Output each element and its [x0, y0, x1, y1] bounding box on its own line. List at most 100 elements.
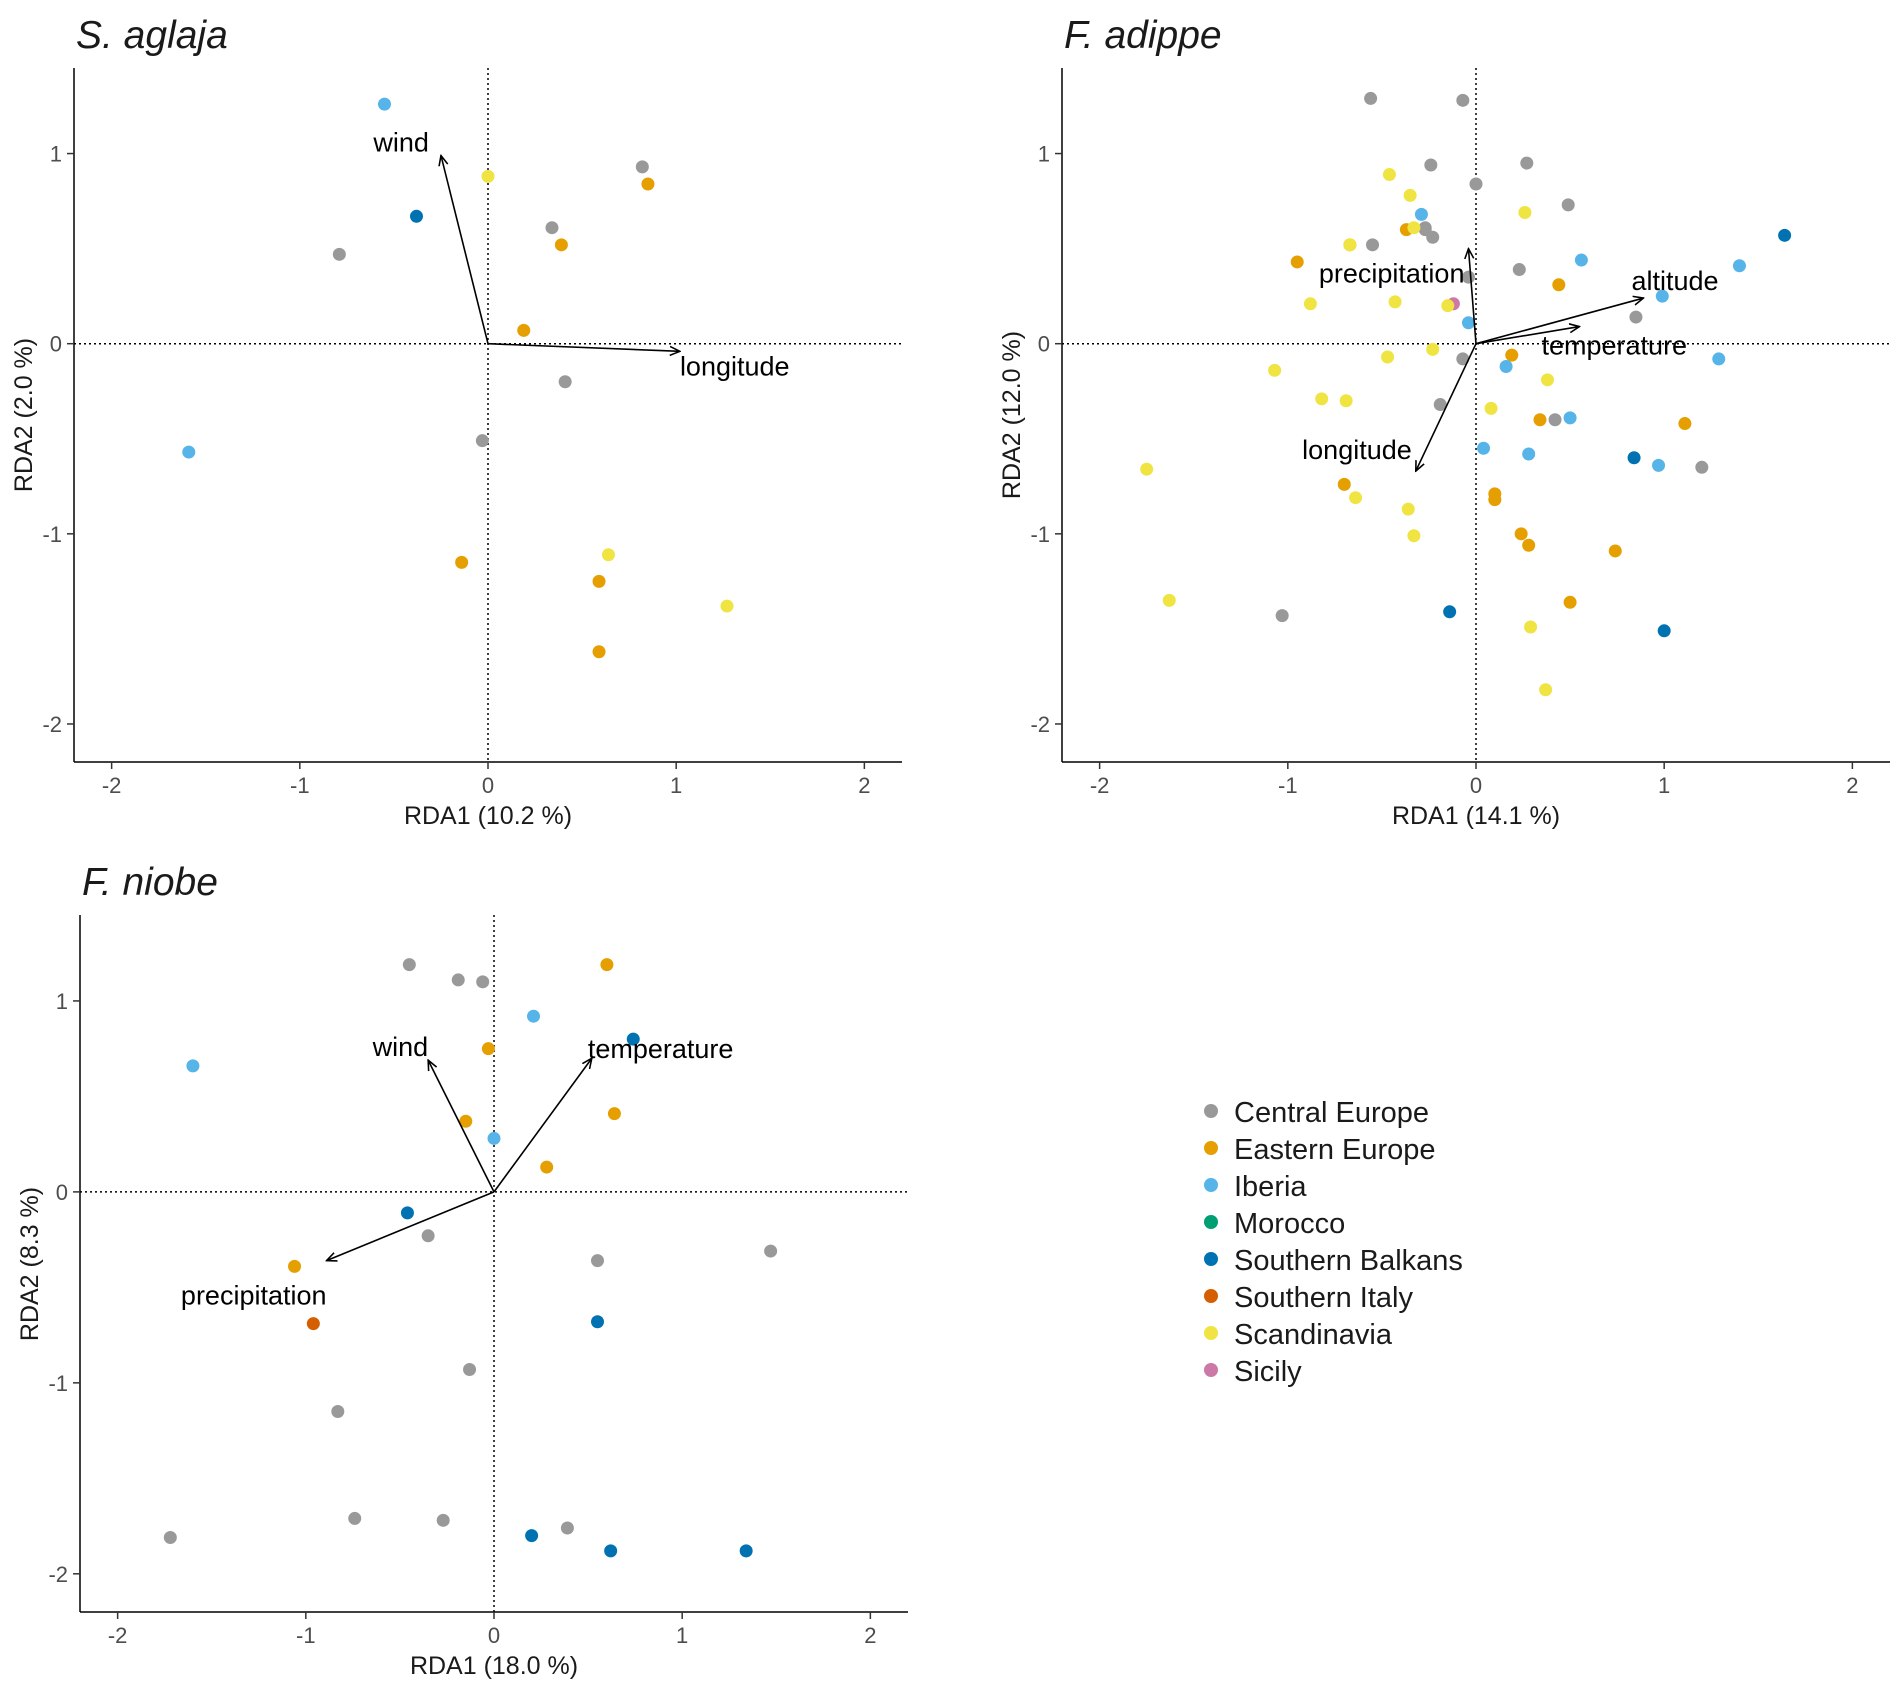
y-tick-label: -2	[48, 1562, 68, 1587]
data-point-southern-balkans	[1778, 228, 1792, 242]
data-point-central-europe	[545, 221, 559, 235]
vector-arrow-wind	[428, 1060, 495, 1193]
data-point-central-europe	[451, 973, 465, 987]
data-point-scandinavia	[1484, 401, 1498, 415]
data-point-central-europe	[163, 1531, 177, 1545]
y-tick-label: 0	[56, 1180, 68, 1205]
data-point-iberia	[527, 1009, 541, 1023]
data-point-eastern-europe	[1533, 413, 1547, 427]
data-point-scandinavia	[1407, 529, 1421, 543]
data-point-southern-balkans	[1657, 624, 1671, 638]
data-point-central-europe	[421, 1229, 435, 1243]
data-point-central-europe	[1629, 310, 1643, 324]
legend-key	[1204, 1326, 1218, 1340]
data-point-scandinavia	[1339, 394, 1353, 408]
data-point-scandinavia	[1303, 297, 1317, 311]
data-point-scandinavia	[1441, 299, 1455, 313]
data-point-scandinavia	[1343, 238, 1357, 252]
zero-lines	[1062, 68, 1890, 762]
legend-label: Southern Italy	[1234, 1282, 1413, 1314]
data-point-southern-balkans	[591, 1315, 604, 1329]
data-point-central-europe	[476, 975, 490, 989]
vector-label-temperature: temperature	[1542, 331, 1688, 361]
data-point-southern-balkans	[626, 1032, 640, 1046]
data-point-iberia	[487, 1131, 501, 1145]
data-point-eastern-europe	[1337, 477, 1351, 491]
data-point-eastern-europe	[288, 1259, 302, 1273]
data-point-iberia	[1563, 411, 1577, 425]
panel-f-niobe: F. niobe -2 -1 0 1 2 -2 -1 0 1 wind temperature pr…	[16, 861, 908, 1680]
x-tick-label: -2	[102, 773, 122, 798]
zero-lines	[74, 68, 902, 762]
data-point-central-europe	[558, 375, 572, 389]
data-point-scandinavia	[1401, 502, 1415, 516]
x-tick-label: 2	[864, 1623, 876, 1648]
x-tick-label: 0	[1470, 773, 1482, 798]
vector-label-altitude: altitude	[1631, 266, 1718, 296]
panel-title: S. aglaja	[76, 14, 228, 57]
vector-arrow-temperature	[1475, 327, 1580, 345]
y-tick-label: -1	[42, 522, 62, 547]
vector-arrow-precipitation	[1468, 249, 1477, 344]
vector-arrow-precipitation	[327, 1191, 495, 1261]
data-point-eastern-europe	[1514, 527, 1528, 541]
data-points	[1140, 91, 1792, 697]
legend-key	[1204, 1141, 1218, 1155]
data-point-eastern-europe	[600, 958, 614, 972]
data-point-iberia	[1712, 352, 1726, 366]
x-tick-label: 0	[482, 773, 494, 798]
data-point-eastern-europe	[481, 1042, 495, 1056]
data-point-iberia	[1477, 441, 1491, 455]
biplot-vectors: precipitation altitude temperature longitud…	[1302, 249, 1719, 471]
data-points	[163, 958, 778, 1558]
data-point-iberia	[1461, 316, 1475, 330]
data-point-iberia	[378, 97, 391, 111]
data-point-scandinavia	[1518, 206, 1532, 220]
axis-ticks: -2 -1 0 1 2 -2 -1 0 1	[48, 989, 876, 1648]
data-point-scandinavia	[1268, 363, 1282, 377]
data-point-southern-balkans	[400, 1206, 414, 1220]
x-tick-label: 1	[676, 1623, 688, 1648]
legend-label: Southern Balkans	[1234, 1245, 1463, 1277]
data-point-southern-balkans	[409, 209, 423, 223]
data-point-scandinavia	[1426, 342, 1440, 356]
y-axis-label: RDA2 (8.3 %)	[16, 1187, 44, 1341]
legend-key	[1204, 1104, 1218, 1118]
legend-key	[1204, 1215, 1218, 1229]
x-tick-label: 2	[858, 773, 870, 798]
data-point-central-europe	[1456, 352, 1470, 366]
data-point-southern-balkans	[1443, 605, 1457, 619]
x-axis-label: RDA1 (10.2 %)	[404, 802, 572, 830]
x-tick-label: -2	[1090, 773, 1110, 798]
data-point-central-europe	[475, 434, 489, 448]
y-tick-label: 0	[1038, 332, 1050, 357]
y-tick-label: 1	[50, 142, 62, 167]
y-tick-label: -2	[42, 712, 62, 737]
data-point-central-europe	[1433, 398, 1447, 412]
x-tick-label: 1	[670, 773, 682, 798]
data-point-central-europe	[331, 1404, 345, 1418]
panel-title: F. adippe	[1064, 14, 1222, 57]
data-point-southern-italy	[306, 1317, 320, 1331]
data-point-central-europe	[402, 958, 416, 972]
y-tick-label: -1	[1030, 522, 1050, 547]
vector-label-precipitation: precipitation	[181, 1281, 327, 1311]
data-point-iberia	[1652, 458, 1666, 472]
data-point-central-europe	[463, 1362, 477, 1376]
data-point-eastern-europe	[459, 1114, 473, 1128]
data-point-southern-balkans	[525, 1529, 539, 1543]
legend-key	[1204, 1252, 1218, 1266]
vector-arrow-longitude	[487, 342, 680, 352]
data-point-central-europe	[348, 1511, 362, 1525]
data-point-central-europe	[1366, 238, 1379, 252]
vector-label-temperature: temperature	[588, 1034, 734, 1064]
y-axis-label: RDA2 (2.0 %)	[10, 338, 38, 492]
data-point-central-europe	[1520, 156, 1534, 170]
y-tick-label: 1	[56, 989, 68, 1014]
data-point-scandinavia	[1388, 295, 1402, 309]
data-point-southern-balkans	[604, 1544, 618, 1558]
zero-lines	[80, 915, 908, 1612]
data-point-iberia	[1414, 207, 1428, 221]
legend-label: Morocco	[1234, 1208, 1345, 1240]
vector-arrow-longitude	[1416, 343, 1477, 471]
